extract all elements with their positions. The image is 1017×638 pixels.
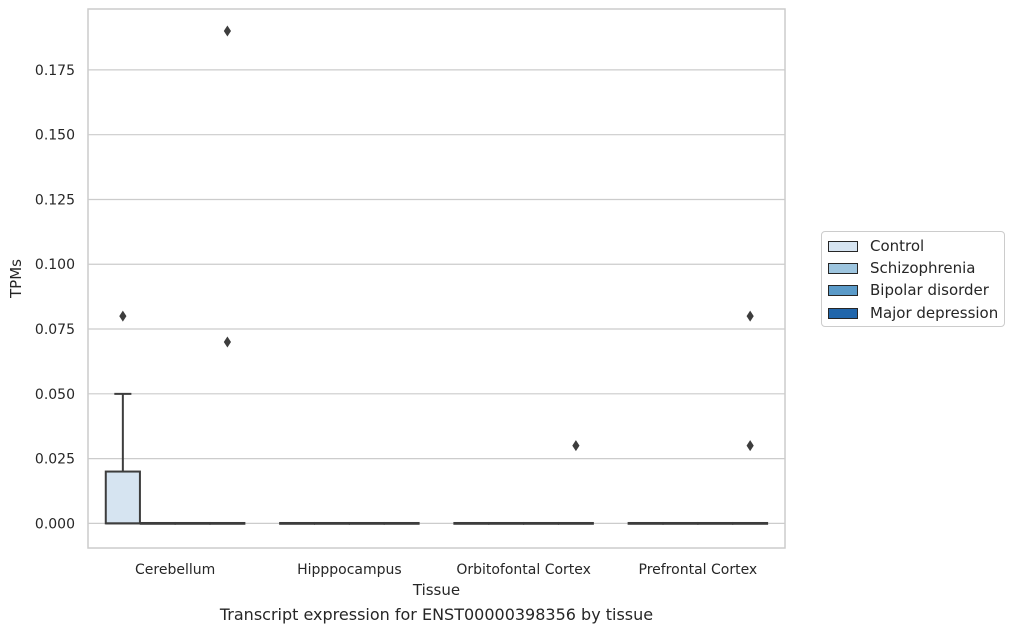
legend-swatch-control (828, 240, 858, 252)
legend-swatch-bipolar-disorder (828, 284, 858, 296)
box-major-depression-cerebellum-outlier (223, 25, 231, 37)
y-tick-label: 0.025 (35, 452, 75, 468)
x-tick-label-orbitofontal-cortex: Orbitofontal Cortex (456, 562, 591, 578)
legend-item-major-depression: Major depression (828, 304, 998, 322)
legend-label-bipolar-disorder: Bipolar disorder (870, 281, 989, 299)
box-major-depression-prefrontal-cortex-outlier (746, 440, 754, 452)
x-tick-label-prefrontal-cortex: Prefrontal Cortex (639, 562, 758, 578)
y-tick-label: 0.075 (35, 322, 75, 338)
box-control-cerebellum (104, 470, 141, 525)
x-axis-label: Tissue (412, 581, 460, 599)
box-major-depression-prefrontal-cortex-outlier (746, 310, 754, 322)
legend-item-schizophrenia: Schizophrenia (828, 259, 975, 277)
y-tick-label: 0.125 (35, 192, 75, 208)
chart-caption: Transcript expression for ENST0000039835… (219, 605, 654, 624)
y-tick-label: 0.050 (35, 387, 75, 403)
y-tick-label: 0.000 (35, 516, 75, 532)
legend: Control Schizophrenia Bipolar disorder M… (821, 231, 1005, 327)
legend-label-schizophrenia: Schizophrenia (870, 259, 976, 277)
legend-item-control: Control (828, 237, 924, 255)
box-control-cerebellum-outlier (119, 310, 127, 322)
legend-label-major-depression: Major depression (870, 304, 999, 322)
y-tick-label: 0.175 (35, 63, 75, 79)
legend-swatch-major-depression (828, 307, 858, 319)
box-major-depression-cerebellum-outlier (223, 336, 231, 348)
legend-item-bipolar-disorder: Bipolar disorder (828, 281, 989, 299)
legend-label-control: Control (870, 237, 925, 255)
y-tick-label: 0.100 (35, 257, 75, 273)
legend-swatch-schizophrenia (828, 262, 858, 274)
box-major-depression-orbitofontal-cortex-outlier (572, 440, 580, 452)
x-tick-label-hipppocampus: Hipppocampus (297, 562, 402, 578)
y-tick-label: 0.150 (35, 128, 75, 144)
y-axis-label: TPMs (7, 259, 25, 299)
plot-frame (87, 8, 786, 549)
x-tick-label-cerebellum: Cerebellum (135, 562, 215, 578)
